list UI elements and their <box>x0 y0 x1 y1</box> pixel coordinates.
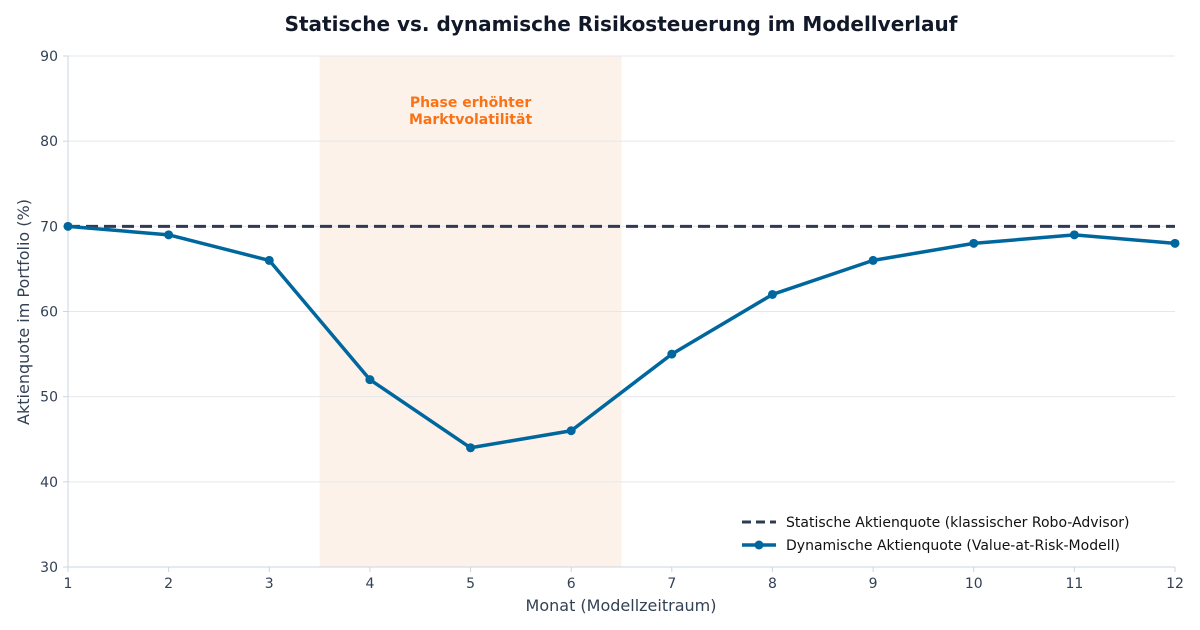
dynamic-series-point <box>63 221 73 231</box>
legend: Statische Aktienquote (klassischer Robo-… <box>742 515 1129 554</box>
x-tick-label: 10 <box>965 576 983 592</box>
x-tick-label: 11 <box>1065 576 1083 592</box>
annotation-line-1: Phase erhöhter <box>410 95 532 111</box>
y-tick-label: 70 <box>40 219 58 235</box>
x-axis-label: Monat (Modellzeitraum) <box>526 596 717 615</box>
dynamic-series-point <box>365 375 375 385</box>
x-tick-label: 5 <box>466 576 475 592</box>
x-tick-label: 7 <box>667 576 676 592</box>
dynamic-series-point <box>1170 238 1180 248</box>
legend-static-label: Statische Aktienquote (klassischer Robo-… <box>786 515 1129 531</box>
x-tick-label: 8 <box>768 576 777 592</box>
dynamic-series-point <box>466 443 476 453</box>
legend-dynamic-marker <box>754 540 764 550</box>
x-tick-label: 9 <box>869 576 878 592</box>
y-tick-label: 90 <box>40 49 58 65</box>
dynamic-series-point <box>868 255 878 265</box>
y-axis-label: Aktienquote im Portfolio (%) <box>14 199 33 425</box>
x-tick-label: 12 <box>1166 576 1184 592</box>
chart-title: Statische vs. dynamische Risikosteuerung… <box>285 12 958 36</box>
dynamic-series-point <box>566 426 576 436</box>
legend-dynamic-label: Dynamische Aktienquote (Value-at-Risk-Mo… <box>786 538 1120 554</box>
x-tick-label: 6 <box>567 576 576 592</box>
x-tick-label: 4 <box>365 576 374 592</box>
series <box>63 221 1180 453</box>
x-tick-label: 2 <box>164 576 173 592</box>
annotation: Phase erhöhter Marktvolatilität <box>409 95 533 128</box>
y-tick-label: 50 <box>40 390 58 406</box>
x-tick-label: 1 <box>64 576 73 592</box>
annotation-line-2: Marktvolatilität <box>409 112 533 128</box>
dynamic-series-point <box>164 230 174 240</box>
dynamic-series-point <box>667 349 677 359</box>
dynamic-series-point <box>767 289 777 299</box>
y-tick-label: 80 <box>40 134 58 150</box>
dynamic-series-point <box>264 255 274 265</box>
y-tick-label: 40 <box>40 475 58 491</box>
dynamic-series-line <box>67 224 1176 450</box>
y-tick-label: 30 <box>40 560 58 576</box>
axes <box>67 56 1175 568</box>
y-tick-label: 60 <box>40 305 58 321</box>
dynamic-series-point <box>969 238 979 248</box>
dynamic-series-point <box>1069 230 1079 240</box>
x-tick-label: 3 <box>265 576 274 592</box>
